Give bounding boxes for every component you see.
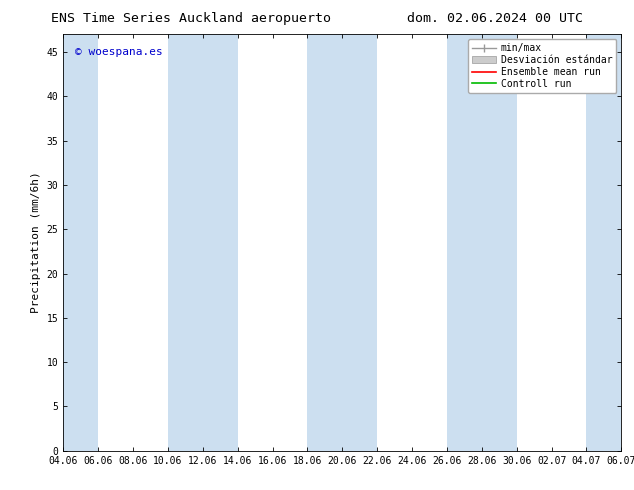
Text: © woespana.es: © woespana.es: [75, 47, 162, 57]
Bar: [168, 34, 238, 451]
Bar: [307, 34, 377, 451]
Text: ENS Time Series Auckland aeropuerto: ENS Time Series Auckland aeropuerto: [51, 12, 331, 25]
Bar: [586, 34, 634, 451]
Text: dom. 02.06.2024 00 UTC: dom. 02.06.2024 00 UTC: [407, 12, 583, 25]
Y-axis label: Precipitation (mm/6h): Precipitation (mm/6h): [31, 172, 41, 314]
Bar: [29, 34, 98, 451]
Legend: min/max, Desviación estándar, Ensemble mean run, Controll run: min/max, Desviación estándar, Ensemble m…: [468, 39, 616, 93]
Bar: [447, 34, 517, 451]
